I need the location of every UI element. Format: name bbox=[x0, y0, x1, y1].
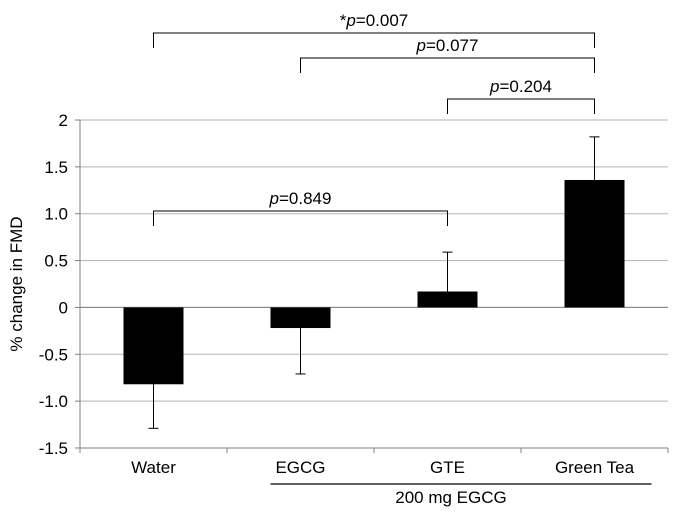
bar-gte bbox=[417, 291, 478, 308]
bars bbox=[123, 179, 625, 385]
p-value: =0.077 bbox=[426, 36, 478, 55]
comparison-bracket bbox=[300, 57, 595, 73]
y-tick-label: 1.5 bbox=[44, 158, 68, 177]
x-category-label: Water bbox=[131, 458, 176, 477]
axes: -1.5 -1.0 -0.5 0 0.5 1.0 1.5 2 bbox=[39, 111, 669, 458]
y-tick-label: 1.0 bbox=[44, 205, 68, 224]
y-tick-label: 0 bbox=[59, 298, 68, 317]
x-category-label: EGCG bbox=[275, 458, 325, 477]
p-value: =0.007 bbox=[356, 11, 408, 30]
p-value: =0.849 bbox=[279, 189, 331, 208]
p-value-label: p=0.204 bbox=[489, 77, 552, 96]
y-tick-label: 0.5 bbox=[44, 252, 68, 271]
y-tick-label: -1.0 bbox=[39, 392, 68, 411]
y-tick-label: 2 bbox=[59, 111, 68, 130]
p-symbol: p bbox=[416, 36, 426, 55]
p-value-label: *p=0.007 bbox=[340, 11, 409, 30]
bar-egcg bbox=[270, 307, 331, 329]
p-symbol: p bbox=[269, 189, 279, 208]
comparison-bracket bbox=[447, 98, 595, 114]
bar-water bbox=[123, 307, 184, 385]
p-value-label: p=0.077 bbox=[416, 36, 479, 55]
y-tick-label: -1.5 bbox=[39, 439, 68, 458]
comparison-bracket bbox=[153, 32, 595, 48]
significance-star: * bbox=[340, 11, 347, 30]
group-label: 200 mg EGCG bbox=[395, 488, 507, 507]
bar-green-tea bbox=[564, 179, 625, 308]
p-value: =0.204 bbox=[499, 77, 551, 96]
p-symbol: p bbox=[345, 11, 355, 30]
p-value-label: p=0.849 bbox=[269, 189, 332, 208]
x-category-label: Green Tea bbox=[555, 458, 635, 477]
p-symbol: p bbox=[489, 77, 499, 96]
y-tick-label: -0.5 bbox=[39, 345, 68, 364]
labels: % change in FMD 200 mg EGCG Water EGCG GTE… bbox=[7, 216, 652, 507]
x-category-label: GTE bbox=[430, 458, 465, 477]
comparison-bracket bbox=[153, 210, 448, 226]
error-bars bbox=[148, 136, 600, 429]
y-axis-title: % change in FMD bbox=[7, 216, 26, 351]
